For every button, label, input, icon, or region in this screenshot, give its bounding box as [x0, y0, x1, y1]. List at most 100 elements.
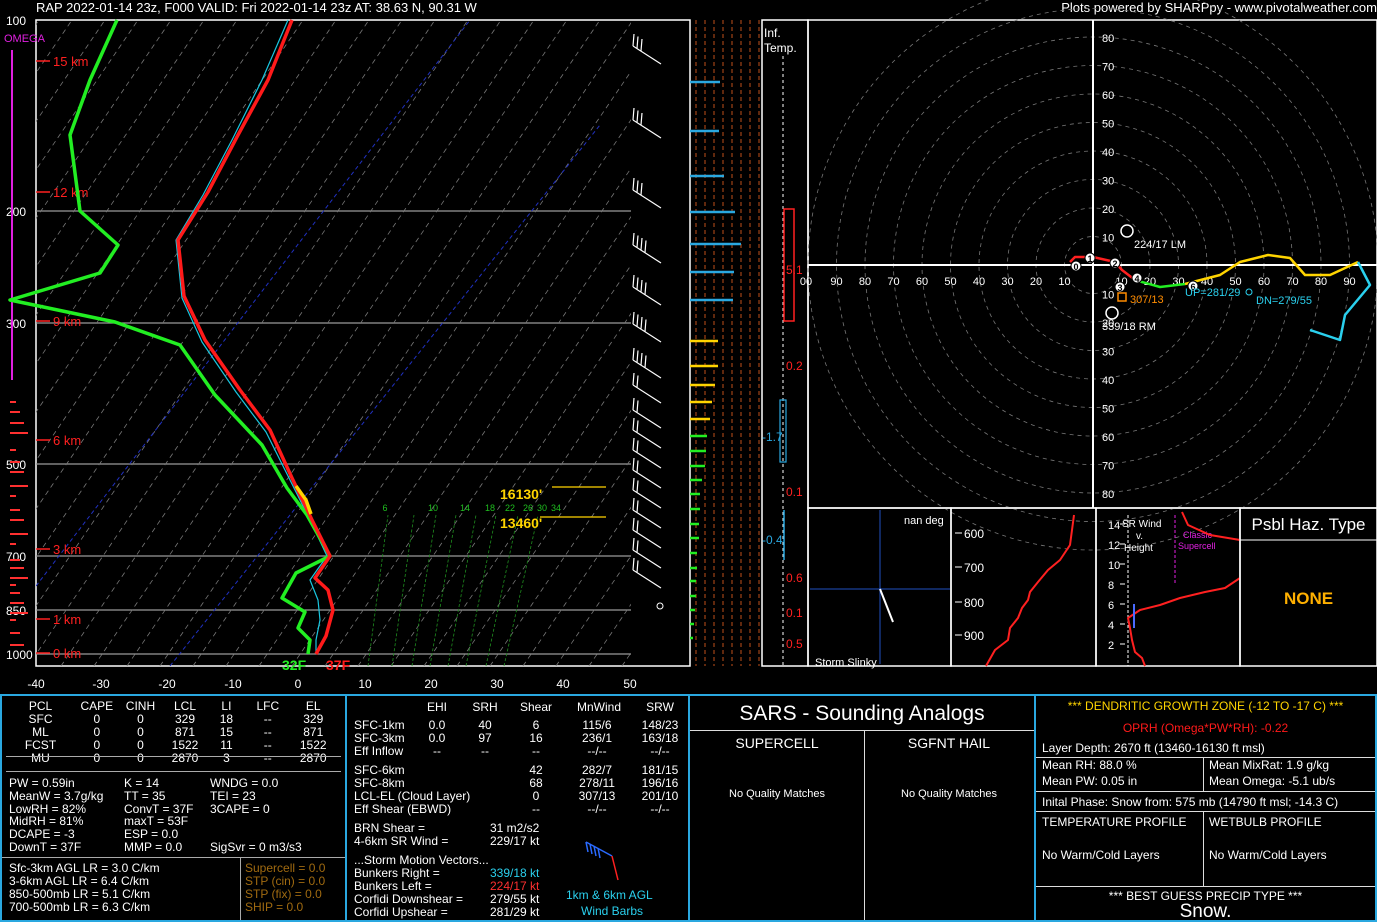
classic-label-1: Classic	[1183, 530, 1213, 540]
hodo-ring-label: 60	[1102, 90, 1114, 102]
hodo-height-marker	[1114, 281, 1126, 293]
wind-barb	[632, 477, 662, 509]
inferred-temp-value: 0.5	[786, 637, 803, 651]
mixing-ratio-label: 6	[382, 503, 387, 513]
wind-barb	[632, 107, 662, 139]
kinematics-row-label: SFC-8km	[354, 776, 405, 790]
hodo-height-label: 4	[1134, 274, 1139, 284]
temperature-profile-title: TEMPERATURE PROFILE	[1042, 815, 1187, 829]
dgz-mean-rh: Mean RH: 88.0 %	[1042, 758, 1137, 772]
hazard-frame	[1239, 507, 1377, 667]
dgz-mean-omega: Mean Omega: -5.1 ub/s	[1209, 774, 1336, 788]
pressure-label: 500	[6, 458, 26, 472]
hodo-ring-label: 70	[1102, 461, 1114, 473]
kinematics-cell: 16	[529, 731, 543, 745]
lapse-rate-value: 700-500mb LR = 6.3 C/km	[9, 900, 151, 914]
dgz-initial-phase: Inital Phase: Snow from: 575 mb (14790 f…	[1042, 795, 1339, 809]
hodo-ring-label: 60	[1102, 432, 1114, 444]
dgz-panel	[1034, 694, 1377, 922]
sars-hail-text: No Quality Matches	[901, 788, 997, 800]
slinky-title: Storm Slinky	[815, 657, 877, 669]
wetbulb-profile-title: WETBULB PROFILE	[1209, 815, 1322, 829]
hodo-ring-label: 10	[1102, 290, 1114, 302]
mixing-ratio-line	[465, 514, 497, 667]
kinematics-cell: 282/7	[581, 763, 613, 777]
classic-label-2: Supercell	[1178, 541, 1216, 551]
sars-hail-header: SGFNT HAIL	[907, 735, 991, 751]
sars-title: SARS - Sounding Analogs	[739, 702, 985, 725]
mixing-ratio-label: 14	[460, 503, 470, 513]
parcel-table: PCL CAPE CINH LCL LI LFC EL SFC 0 0 329 18 -- 329 ML 0 0…	[6, 700, 336, 765]
slinky-deg-label: nan deg	[904, 515, 944, 527]
index-value: MMP = 0.0	[124, 840, 183, 854]
sr-wind-46-value: 229/17 kt	[490, 834, 540, 848]
index-value: WNDG = 0.0	[210, 776, 279, 790]
hodo-height-label: 2	[1112, 259, 1117, 269]
kinematics-header: MnWind	[577, 700, 622, 714]
kinematics-cell: 196/16	[641, 776, 679, 790]
dgz-top-label: 16130'	[500, 486, 542, 502]
wetbulb-profile-line	[175, 19, 328, 654]
pressure-label: 300	[6, 317, 26, 331]
height-label: 1 km	[53, 612, 81, 627]
hodo-height-label: 1	[1087, 254, 1092, 264]
sr-wind-trace-top	[1181, 511, 1241, 541]
index-value: SigSvr = 0 m3/s3	[210, 840, 302, 854]
mixing-ratio-label: 22	[505, 503, 515, 513]
index-value: MidRH = 81%	[9, 814, 84, 829]
kin-barb-flag	[597, 847, 601, 859]
index-value: ConvT = 37F	[124, 801, 194, 816]
kinematics-cell: --/--	[587, 744, 607, 758]
hodo-trace-3-6km	[1134, 278, 1186, 289]
kinematics-cell: 68	[529, 776, 543, 790]
hodo-ring-label: 80	[1102, 33, 1114, 45]
wind-barb	[632, 537, 662, 569]
hodo-x-label: 40	[973, 276, 985, 288]
inferred-temp-value: -1.7	[762, 430, 783, 444]
theta-e-label: 600	[964, 527, 984, 541]
temperature-profile-text: No Warm/Cold Layers	[1042, 848, 1160, 862]
sr-wind-46-label: 4-6km SR Wind =	[354, 834, 449, 848]
parcel-row: SFC 0 0 329 18 -- 329	[28, 712, 324, 726]
inferred-temp-title: Temp.	[764, 41, 797, 55]
sfc-dewpoint-label: 32F	[282, 657, 307, 673]
hodo-x-label: 60	[916, 276, 928, 288]
inferred-temp-frame	[761, 19, 809, 667]
header-right: Plots powered by SHARPpy - www.pivotalwe…	[1061, 0, 1377, 15]
mixing-ratio-label: 10	[428, 503, 438, 513]
barb-legend-label: Wind Barbs	[581, 904, 644, 918]
kinematics-row-label: SFC-3km	[354, 731, 405, 745]
kinematics-row-label: Eff Shear (EBWD)	[354, 802, 452, 816]
wind-barb	[632, 397, 662, 429]
brn-shear-value: 31 m2/s2	[490, 821, 540, 835]
hodo-ring-label: 20	[1102, 318, 1114, 330]
sars-panel	[688, 694, 1036, 922]
inferred-temp-title: Inf.	[764, 26, 781, 40]
temp-tick-label: -10	[224, 677, 242, 691]
sr-wind-y-label: 6	[1108, 600, 1114, 612]
index-value: DownT = 37F	[9, 840, 82, 854]
corfidi-up-label: UP=281/29	[1185, 287, 1240, 299]
hodo-ring-label: 50	[1102, 404, 1114, 416]
mixing-ratio-line	[447, 514, 477, 667]
kinematics-header: SRH	[472, 700, 498, 714]
parcel-row: ML 0 0 871 15 -- 871	[32, 725, 324, 739]
sr-wind-title: v.	[1136, 531, 1143, 542]
kinematics-cell: --	[481, 744, 489, 758]
hodo-height-label: 6	[1190, 282, 1195, 292]
inferred-temp-value: 0.1	[786, 485, 803, 499]
lapse-rate-value: 850-500mb LR = 5.1 C/km	[9, 887, 151, 901]
kinematics-cell: 163/18	[641, 731, 679, 745]
kinematics-cell: 278/11	[579, 776, 615, 790]
bunkers-right-label: 339/18 RM	[1102, 321, 1156, 333]
kinematics-cell: 201/10	[641, 789, 679, 803]
inferred-temp-value: 5.1	[786, 263, 803, 277]
storm-vector-label: Corfidi Downshear =	[354, 892, 464, 906]
inferred-cold-box	[779, 399, 787, 463]
isotherms	[36, 20, 631, 666]
hodo-ring-label: 50	[1102, 119, 1114, 131]
barb-legend-label: 1km & 6km AGL	[566, 888, 653, 902]
dgz-oprh: OPRH (Omega*PW*RH): -0.22	[1122, 721, 1289, 735]
wind-barb	[632, 311, 662, 343]
sr-wind-y-label: 8	[1108, 580, 1114, 592]
